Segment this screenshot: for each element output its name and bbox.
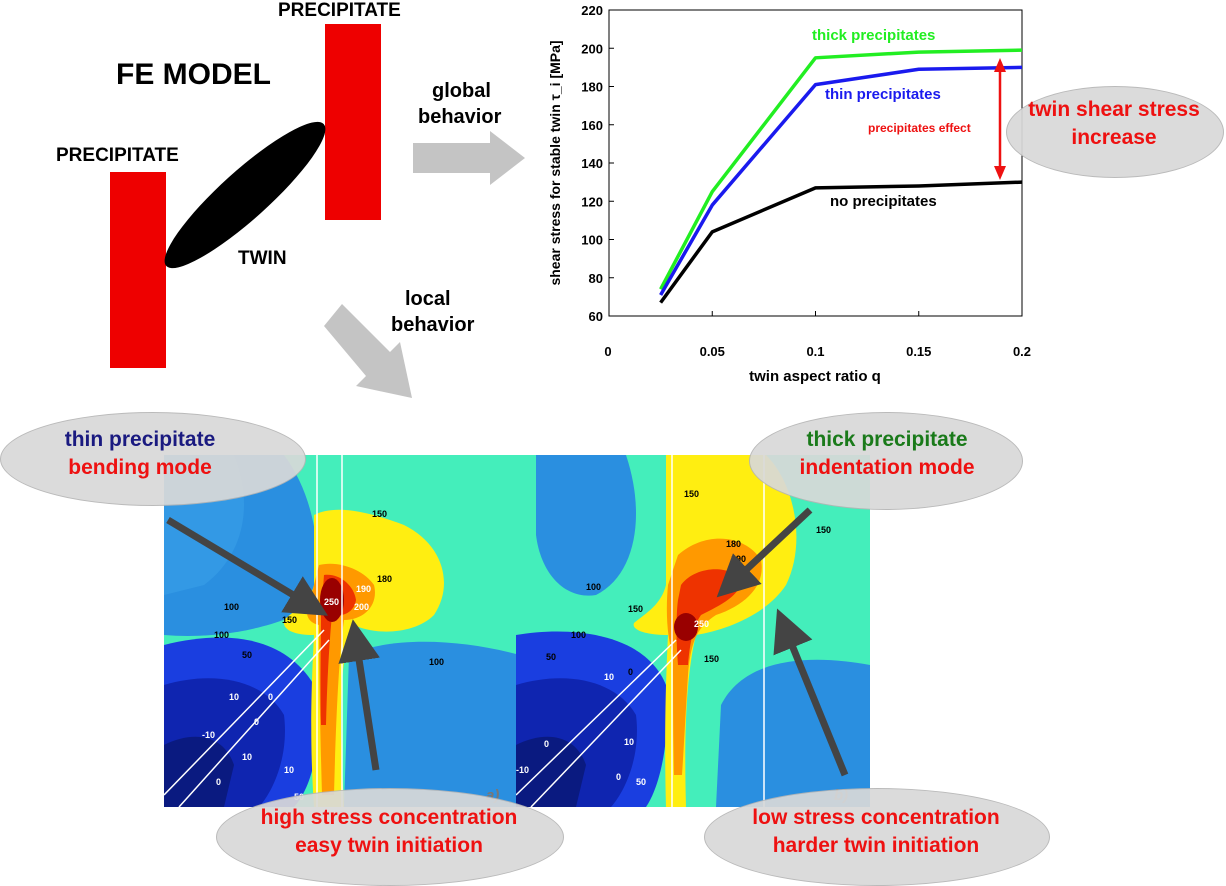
map-a-contour-label: 0 [254, 717, 259, 727]
map-a-contour-label: 100 [224, 602, 239, 612]
low-stress-line2: harder twin initiation [772, 834, 980, 857]
map-a-contour-label: 250 [324, 597, 339, 607]
map-a-contour-label: 10 [229, 692, 239, 702]
map-b-contour-label: 10 [624, 737, 634, 747]
map-a-contour-label: 50 [242, 650, 252, 660]
map-a-contour-label: -10 [202, 730, 215, 740]
twin-label: TWIN [238, 248, 287, 269]
local-behavior-label-2: behavior [391, 314, 475, 336]
map-b-contour-label: 100 [586, 582, 601, 592]
series-line-thin-precipitates [659, 65, 1023, 296]
map-b-contour-label: 100 [571, 630, 586, 640]
map-b-contour-label: 150 [628, 604, 643, 614]
global-behavior-label-1: global [432, 80, 491, 102]
x-tick-label: 0.2 [1013, 344, 1031, 359]
chart-ylabel: shear stress for stable twin τ_i [MPa] [547, 40, 563, 285]
callout-high-stress [216, 788, 564, 886]
thick-precipitate-mode: indentation mode [799, 456, 975, 479]
map-a-contour-label: 150 [282, 615, 297, 625]
precipitate-left [110, 172, 166, 368]
map-b-contour-label: 190 [731, 554, 746, 564]
callout-thin-precipitate [0, 412, 306, 506]
y-tick-label: 120 [581, 194, 603, 209]
map-b-contour-label: -10 [516, 765, 529, 775]
map-b-contour-label: 250 [694, 619, 709, 629]
low-stress-line1: low stress concentration [752, 806, 1000, 829]
y-tick-label: 80 [589, 271, 603, 286]
precipitate-top [325, 24, 381, 220]
map-a-contour-label: 100 [214, 630, 229, 640]
precipitates-effect-arrow [994, 58, 1006, 180]
map-a-contour-label: 0 [216, 777, 221, 787]
map-b-contour-label: 0 [628, 667, 633, 677]
y-tick-label: 60 [589, 309, 603, 324]
series-line-thick-precipitates [659, 48, 1023, 291]
map-b-contour-label: 0 [544, 739, 549, 749]
thin-precipitate-mode: bending mode [68, 456, 212, 479]
map-b-contour-label: 10 [604, 672, 614, 682]
fe-model-title: FE MODEL [116, 58, 271, 91]
twin-shear-stress-line1: twin shear stress [1028, 98, 1200, 121]
y-tick-label: 140 [581, 156, 603, 171]
precipitate-top-label: PRECIPITATE [278, 0, 401, 21]
global-arrow [413, 131, 525, 185]
map-b-contour-label: 0 [616, 772, 621, 782]
map-b-contour-label: 150 [816, 525, 831, 535]
map-b-contour-label: 50 [546, 652, 556, 662]
contour-map-a: 150100100150501000-101001050250190200180… [164, 455, 520, 807]
stress-chart: 0 0.05 0.1 0.15 0.2 60 80 100 120 140 160 180 200 220… [547, 3, 1031, 385]
map-a-contour-label: 150 [372, 509, 387, 519]
thin-precipitate-title: thin precipitate [64, 428, 216, 451]
x-tick-label: 0.15 [906, 344, 931, 359]
local-arrow [324, 304, 412, 398]
callout-thick-precipitate [749, 412, 1023, 510]
map-b-contour-label: 180 [726, 539, 741, 549]
precipitate-left-label: PRECIPITATE [56, 145, 179, 166]
series-label-thin: thin precipitates [825, 86, 941, 103]
series-label-thick: thick precipitates [812, 27, 935, 44]
chart-xlabel: twin aspect ratio q [749, 368, 881, 385]
series-line-no-precipitates [659, 180, 1023, 304]
thick-precipitate-title: thick precipitate [806, 428, 968, 451]
map-a-contour-label: 190 [356, 584, 371, 594]
precipitates-effect-label: precipitates effect [868, 121, 971, 135]
map-a-contour-label: 180 [377, 574, 392, 584]
y-tick-label: 180 [581, 80, 603, 95]
series-label-none: no precipitates [830, 193, 937, 210]
global-behavior-label-2: behavior [418, 106, 502, 128]
y-tick-label: 100 [581, 233, 603, 248]
y-tick-label: 200 [581, 41, 603, 56]
map-a-contour-label: 150 [349, 632, 364, 642]
y-tick-label: 160 [581, 118, 603, 133]
local-behavior-label-1: local [405, 288, 451, 310]
map-b-contour-label: 150 [704, 654, 719, 664]
x-tick-label: 0.1 [806, 344, 824, 359]
callout-twin-shear-stress [1006, 86, 1224, 178]
callout-low-stress [704, 788, 1050, 886]
map-b-contour-label: 50 [636, 777, 646, 787]
y-tick-label: 220 [581, 3, 603, 18]
twin-shear-stress-line2: increase [1071, 126, 1157, 149]
x-tick-label: 0.05 [700, 344, 725, 359]
map-b-contour-label: 200 [731, 569, 746, 579]
twin-shape [164, 121, 326, 269]
map-a-contour-label: 100 [429, 657, 444, 667]
map-a-contour-label: 0 [268, 692, 273, 702]
high-stress-line2: easy twin initiation [295, 834, 483, 857]
map-a-contour-label: 10 [242, 752, 252, 762]
map-b-contour-label: 150 [684, 489, 699, 499]
high-stress-line1: high stress concentration [260, 806, 518, 829]
map-a-contour-label: 10 [284, 765, 294, 775]
map-a-contour-label: 200 [354, 602, 369, 612]
x-tick-label: 0 [604, 344, 611, 359]
